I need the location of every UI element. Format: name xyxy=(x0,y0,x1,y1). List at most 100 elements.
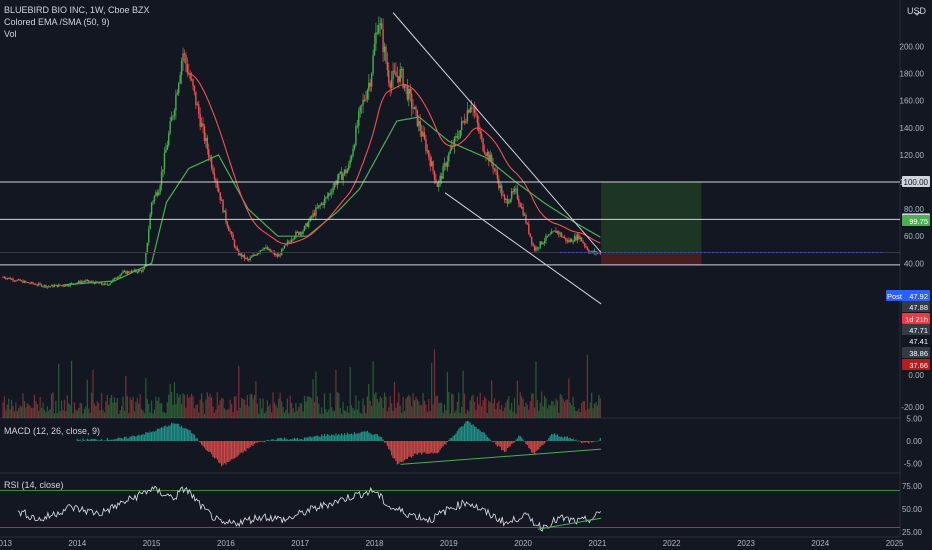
macd-histogram-bar xyxy=(186,429,188,441)
macd-histogram-bar xyxy=(382,439,384,441)
time-axis[interactable]: 2013 2014 2015 2016 2017 2018 2019 2020 2021 2022… xyxy=(0,11,921,548)
indicator-title[interactable]: Colored EMA /SMA (50, 9) xyxy=(4,17,110,27)
volume-bar xyxy=(483,396,486,418)
volume-bar xyxy=(331,407,333,418)
macd-histogram-bar xyxy=(553,433,556,441)
volume-bar xyxy=(583,401,586,418)
macd-histogram-bar xyxy=(572,438,574,441)
price-badge-label: 38.86 xyxy=(909,349,928,358)
macd-histogram-bar xyxy=(245,441,247,452)
volume-bar xyxy=(401,412,403,418)
candle-body xyxy=(122,271,124,274)
macd-histogram-bar xyxy=(562,437,564,441)
candle-body xyxy=(430,161,433,167)
candle-body xyxy=(243,254,246,259)
volume-bar xyxy=(282,407,284,418)
candle-body xyxy=(303,226,306,231)
volume-bar xyxy=(169,383,171,418)
macd-histogram-bar xyxy=(301,439,303,441)
macd-histogram-bar xyxy=(122,438,124,441)
candle-body xyxy=(168,133,170,146)
rsi-title[interactable]: RSI (14, close) xyxy=(4,480,64,490)
candle-body xyxy=(286,241,289,245)
candle-body xyxy=(465,121,467,123)
candle-body xyxy=(566,240,569,242)
macd-histogram-bar xyxy=(556,434,558,441)
volume-bar xyxy=(501,404,503,418)
candle-body xyxy=(239,253,241,256)
volume-bar xyxy=(342,401,344,418)
macd-histogram-bar xyxy=(103,440,106,441)
macd-histogram-bar xyxy=(303,437,306,441)
macd-histogram-bar xyxy=(511,441,513,444)
volume-bar xyxy=(295,402,297,418)
volume-bar xyxy=(183,394,186,418)
candle-body xyxy=(508,202,510,204)
volume-bar xyxy=(426,411,428,418)
candle-body xyxy=(383,46,386,53)
volume-bar xyxy=(388,407,390,418)
candle-body xyxy=(560,233,563,237)
currency-label[interactable]: USD xyxy=(906,6,926,16)
candle-body xyxy=(380,23,383,29)
volume-bar xyxy=(376,398,378,418)
macd-histogram-bar xyxy=(455,433,457,441)
macd-histogram-bar xyxy=(85,440,87,442)
volume-bar xyxy=(549,405,551,418)
candle-body xyxy=(46,286,48,288)
price-badges: 99.75 Post 47.92 47.88 1d 21h 47.71 47.41 38.86… xyxy=(560,215,930,370)
stop-zone xyxy=(601,252,702,265)
volume-bar xyxy=(146,399,148,418)
volume-bar xyxy=(526,404,528,418)
volume-bar xyxy=(199,399,201,418)
candle-body xyxy=(453,137,456,147)
macd-histogram-bar xyxy=(432,441,434,454)
volume-bar xyxy=(123,410,126,418)
candle-body xyxy=(408,88,410,100)
macd-histogram-bar xyxy=(100,439,103,441)
candle-body xyxy=(265,247,267,249)
volume-bar xyxy=(315,371,317,418)
volume-bar xyxy=(565,399,567,418)
rsi-line xyxy=(17,485,602,532)
candle-body xyxy=(258,252,260,254)
candle-body xyxy=(106,283,109,285)
macd-histogram-bar xyxy=(172,423,174,441)
volume-bar xyxy=(126,395,128,418)
macd-tick-label: 0.00 xyxy=(906,437,922,446)
candle-body xyxy=(156,192,159,196)
volume-title[interactable]: Vol xyxy=(4,29,17,39)
macd-histogram-bar xyxy=(435,441,437,454)
symbol-title[interactable]: BLUEBIRD BIO INC, 1W, Cboe BZX xyxy=(4,5,150,15)
horizontal-levels[interactable] xyxy=(0,181,900,266)
volume-bar xyxy=(366,396,368,418)
moving-averages xyxy=(62,73,601,286)
volume-bar xyxy=(556,400,558,418)
candle-body xyxy=(115,277,117,279)
candle-body xyxy=(502,195,504,197)
macd-histogram-bar xyxy=(462,426,464,441)
candle-body xyxy=(302,230,304,234)
macd-title[interactable]: MACD (12, 26, close, 9) xyxy=(4,426,101,436)
candle-body xyxy=(382,28,384,53)
volume-bar xyxy=(193,408,196,418)
macd-histogram-bar xyxy=(579,441,581,442)
macd-histogram-bar xyxy=(173,423,176,441)
macd-histogram-bar xyxy=(185,428,187,441)
macd-histogram-bar xyxy=(78,440,80,441)
candle-body xyxy=(79,281,81,283)
volume-bar xyxy=(238,365,240,418)
candle-body xyxy=(332,187,334,193)
candle-body xyxy=(242,254,244,257)
volume-bar xyxy=(278,398,280,418)
volume-bar xyxy=(178,397,180,418)
falling-wedge[interactable] xyxy=(392,12,602,305)
candle-body xyxy=(509,199,511,203)
macd-histogram-bar xyxy=(569,437,571,441)
candle-body xyxy=(150,202,153,215)
macd-histogram-bar xyxy=(375,433,377,441)
macd-histogram-bar xyxy=(515,439,517,441)
volume-bar xyxy=(23,401,26,418)
candle-body xyxy=(136,271,139,273)
